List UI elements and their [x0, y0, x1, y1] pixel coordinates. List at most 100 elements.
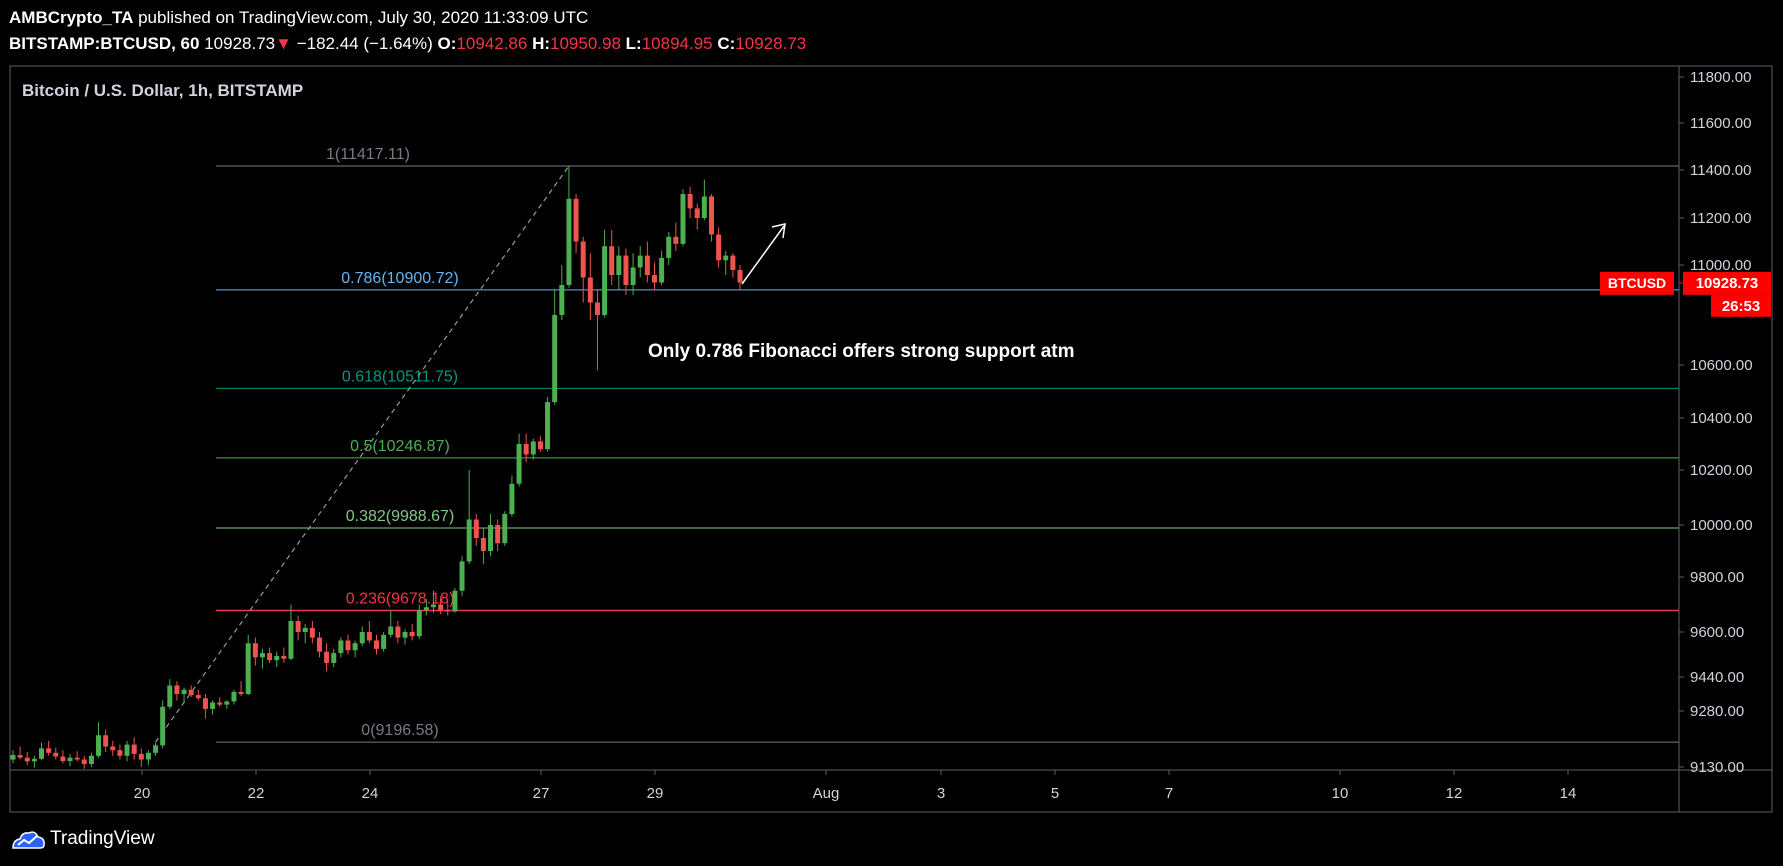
- author-name[interactable]: AMBCrypto_TA: [9, 8, 134, 27]
- time-tick-label: 27: [533, 785, 550, 802]
- candle-body: [345, 640, 351, 651]
- candle-body: [395, 626, 401, 638]
- candle-body: [488, 525, 494, 551]
- time-tick-label: 12: [1446, 785, 1463, 802]
- current-price-badge: BTCUSD 10928.73 26:53: [1600, 271, 1771, 317]
- candle-body: [53, 752, 59, 757]
- candle-body: [587, 277, 593, 303]
- time-tick-label: 24: [362, 785, 379, 802]
- candle-body: [295, 621, 301, 632]
- candle-body: [637, 255, 643, 268]
- time-tick-label: 7: [1165, 785, 1173, 802]
- candle-body: [480, 538, 486, 551]
- candle-body: [103, 735, 109, 747]
- annotation-text[interactable]: Only 0.786 Fibonacci offers strong suppo…: [648, 341, 1075, 362]
- candle-body: [452, 590, 458, 612]
- time-tick-label: 3: [937, 785, 945, 802]
- price-tick-label: 11200.00: [1690, 210, 1751, 227]
- publish-info: AMBCrypto_TA published on TradingView.co…: [9, 8, 588, 28]
- fibonacci-retracement[interactable]: 1(11417.11) 0.786(10900.72) 0.618(10511.75…: [216, 146, 1679, 743]
- candle-body: [145, 752, 151, 760]
- candle-body: [580, 241, 586, 278]
- price-badge-value: 10928.73: [1696, 275, 1759, 292]
- candle-body: [402, 632, 408, 638]
- candle-body: [302, 627, 308, 632]
- candle-body: [316, 637, 322, 652]
- price-tick-label: 9130.00: [1690, 759, 1744, 776]
- fib-trend-line[interactable]: [155, 165, 570, 743]
- candle-body: [60, 756, 66, 762]
- candle-body: [716, 234, 722, 261]
- down-arrow-icon: ▼: [275, 34, 292, 53]
- candle-body: [495, 525, 501, 544]
- candle-body: [409, 632, 415, 637]
- candle-body: [530, 441, 536, 455]
- candle-body: [594, 302, 600, 315]
- candle-body: [523, 444, 529, 455]
- symbol-badge: [1600, 271, 1674, 295]
- candle-body: [509, 483, 515, 514]
- price-tick-label: 11400.00: [1690, 162, 1751, 179]
- low-label: L:: [625, 34, 642, 53]
- candle-body: [701, 196, 707, 218]
- candle-body: [445, 610, 451, 612]
- candle-body: [359, 632, 365, 644]
- candle-body: [680, 194, 686, 244]
- candle-body: [644, 255, 650, 275]
- candle-body: [552, 315, 558, 403]
- time-axis[interactable]: 20 22 24 27 29 Aug 3 5 7 10 12 14: [134, 770, 1577, 802]
- candle-body: [188, 689, 194, 696]
- price-tick-label: 10200.00: [1690, 462, 1753, 479]
- candle-body: [10, 755, 16, 760]
- candle-body: [466, 519, 472, 562]
- candle-body: [352, 643, 358, 651]
- candle-body: [167, 685, 173, 707]
- countdown-badge: [1711, 294, 1771, 317]
- time-tick-label: 5: [1051, 785, 1059, 802]
- up-arrow-annotation[interactable]: [741, 223, 786, 285]
- chart-frame: [9, 65, 1773, 813]
- candle-body: [708, 196, 714, 235]
- price-tick-label: 10600.00: [1690, 357, 1753, 374]
- candle-body: [473, 519, 479, 538]
- candle-body: [238, 691, 244, 694]
- candle-body: [281, 655, 287, 659]
- candle-body: [309, 627, 315, 638]
- candle-body: [153, 745, 159, 753]
- countdown-value: 26:53: [1722, 298, 1760, 315]
- candle-body: [423, 607, 429, 610]
- price-tick-label: 10400.00: [1690, 410, 1753, 427]
- candle-body: [537, 441, 543, 450]
- candle-body: [381, 634, 387, 649]
- candle-body: [124, 744, 130, 756]
- candle-body: [687, 194, 693, 209]
- time-tick-label: 10: [1332, 785, 1349, 802]
- candle-body: [110, 746, 116, 751]
- price-badge: [1683, 271, 1771, 295]
- candle-body: [74, 757, 80, 760]
- candle-body: [67, 757, 73, 762]
- price-axis[interactable]: 11800.00 11600.00 11400.00 11200.00 11000.00…: [1679, 69, 1753, 776]
- candle-body: [245, 643, 251, 694]
- price-change: −182.44 (−1.64%): [296, 34, 433, 53]
- candle-body: [609, 246, 615, 275]
- candle-body: [174, 685, 180, 694]
- fib-level-label: 0.236(9678.18): [346, 591, 455, 608]
- candle-body: [602, 246, 608, 315]
- candle-body: [630, 267, 636, 285]
- candle-body: [651, 275, 657, 283]
- candle-body: [202, 698, 208, 709]
- candle-body: [502, 514, 508, 544]
- ohlc-line: BITSTAMP:BTCUSD, 60 10928.73▼ −182.44 (−…: [9, 34, 806, 54]
- candle-body: [431, 604, 437, 608]
- candle-body: [616, 255, 622, 275]
- tradingview-branding[interactable]: TradingView: [10, 826, 155, 852]
- candle-body: [366, 632, 372, 641]
- candle-body: [730, 255, 736, 270]
- fib-level-label: 0.382(9988.67): [346, 508, 455, 525]
- candle-body: [566, 198, 572, 285]
- candle-body: [274, 655, 280, 661]
- candle-body: [195, 695, 201, 699]
- time-tick-label: 14: [1560, 785, 1577, 802]
